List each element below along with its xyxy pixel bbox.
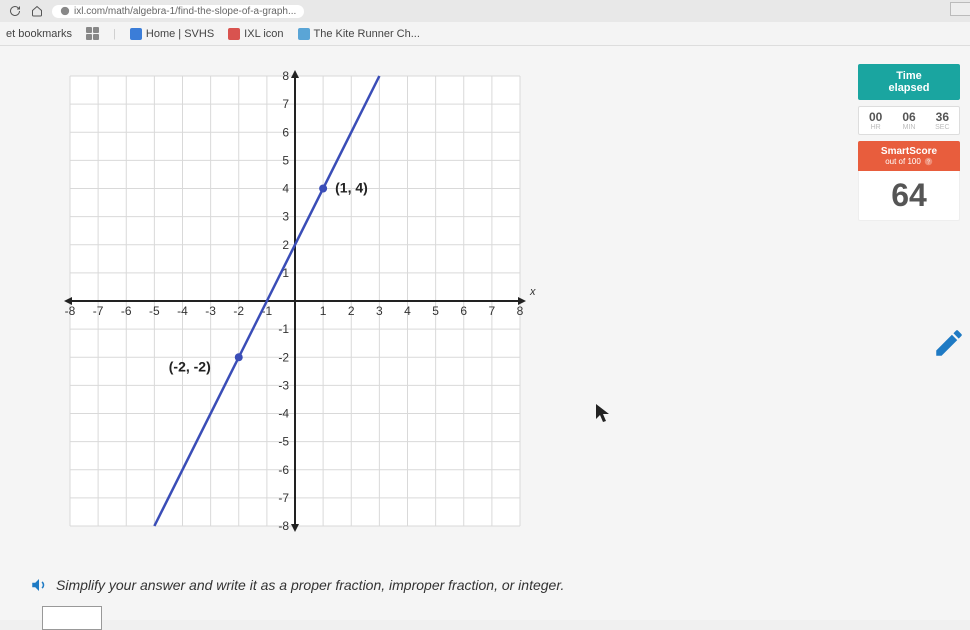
svg-text:-4: -4 <box>278 407 289 421</box>
svg-text:-4: -4 <box>177 304 188 318</box>
smartscore-box: SmartScore out of 100 ? 64 <box>858 141 960 221</box>
speaker-icon[interactable] <box>30 576 48 594</box>
svg-text:-8: -8 <box>278 519 289 533</box>
svg-text:(1, 4): (1, 4) <box>335 180 368 196</box>
timer-hr: 00 <box>859 110 892 124</box>
smartscore-value: 64 <box>858 171 960 221</box>
main-content: x-8-7-6-5-4-3-2-112345678-8-7-6-5-4-3-2-… <box>0 46 970 620</box>
home-icon[interactable] <box>30 4 44 18</box>
favicon-icon <box>130 28 142 40</box>
bookmark-item[interactable]: Home | SVHS <box>130 28 214 40</box>
svg-text:6: 6 <box>460 304 467 318</box>
bookmark-label: The Kite Runner Ch... <box>314 28 420 40</box>
instruction-row: Simplify your answer and write it as a p… <box>30 576 810 594</box>
score-sidebar: Time elapsed 00HR 06MIN 36SEC SmartScore… <box>858 64 960 221</box>
svg-text:7: 7 <box>282 97 289 111</box>
favicon-icon <box>298 28 310 40</box>
cursor-icon <box>596 404 612 429</box>
svg-text:4: 4 <box>404 304 411 318</box>
svg-text:-3: -3 <box>205 304 216 318</box>
svg-text:5: 5 <box>282 153 289 167</box>
bookmark-item[interactable]: IXL icon <box>228 28 283 40</box>
svg-text:3: 3 <box>376 304 383 318</box>
timer-sec: 36 <box>926 110 959 124</box>
tab-corner-icon[interactable] <box>950 2 970 16</box>
svg-text:3: 3 <box>282 210 289 224</box>
favicon-icon <box>228 28 240 40</box>
svg-text:7: 7 <box>489 304 496 318</box>
svg-text:(-2, -2): (-2, -2) <box>169 358 211 374</box>
svg-text:-7: -7 <box>278 491 289 505</box>
answer-input[interactable] <box>42 606 102 630</box>
smartscore-title: SmartScore <box>858 146 960 157</box>
pencil-icon[interactable] <box>932 326 966 365</box>
time-elapsed-label: Time elapsed <box>858 64 960 100</box>
info-icon[interactable]: ? <box>924 157 933 166</box>
svg-text:x: x <box>529 286 536 298</box>
apps-grid-icon[interactable] <box>86 27 99 40</box>
timer: 00HR 06MIN 36SEC <box>858 106 960 135</box>
bookmark-label: Home | SVHS <box>146 28 214 40</box>
svg-text:?: ? <box>927 159 930 165</box>
svg-text:-3: -3 <box>278 378 289 392</box>
svg-text:-7: -7 <box>93 304 104 318</box>
svg-text:6: 6 <box>282 125 289 139</box>
svg-text:8: 8 <box>282 69 289 83</box>
svg-text:-6: -6 <box>278 463 289 477</box>
reload-icon[interactable] <box>8 4 22 18</box>
browser-address-bar: ixl.com/math/algebra-1/find-the-slope-of… <box>0 0 970 22</box>
svg-text:5: 5 <box>432 304 439 318</box>
svg-text:2: 2 <box>348 304 355 318</box>
svg-text:4: 4 <box>282 182 289 196</box>
svg-text:-1: -1 <box>278 322 289 336</box>
bookmarks-bar: et bookmarks | Home | SVHSIXL iconThe Ki… <box>0 22 970 46</box>
smartscore-subtitle: out of 100 <box>885 157 921 166</box>
svg-text:1: 1 <box>320 304 327 318</box>
svg-text:-5: -5 <box>149 304 160 318</box>
svg-text:-2: -2 <box>278 350 289 364</box>
svg-text:-8: -8 <box>65 304 76 318</box>
svg-text:8: 8 <box>517 304 524 318</box>
timer-min: 06 <box>892 110 925 124</box>
coordinate-graph: x-8-7-6-5-4-3-2-112345678-8-7-6-5-4-3-2-… <box>50 56 540 546</box>
bookmark-item[interactable]: The Kite Runner Ch... <box>298 28 420 40</box>
svg-text:-2: -2 <box>233 304 244 318</box>
bookmarks-label: et bookmarks <box>6 28 72 40</box>
bookmark-label: IXL icon <box>244 28 283 40</box>
svg-text:2: 2 <box>282 238 289 252</box>
svg-text:-6: -6 <box>121 304 132 318</box>
instruction-text: Simplify your answer and write it as a p… <box>56 577 564 593</box>
url-text: ixl.com/math/algebra-1/find-the-slope-of… <box>74 6 296 17</box>
url-chip[interactable]: ixl.com/math/algebra-1/find-the-slope-of… <box>52 5 304 18</box>
svg-text:-5: -5 <box>278 435 289 449</box>
